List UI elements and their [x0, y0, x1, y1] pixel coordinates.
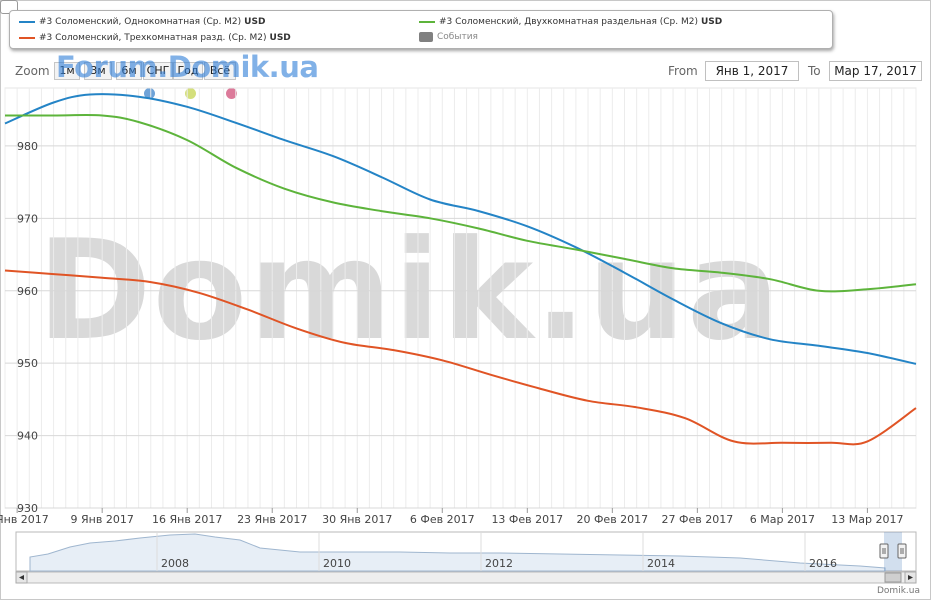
x-tick-label: 20 Фев 2017 [576, 513, 648, 526]
x-tick-label: 16 Янв 2017 [152, 513, 222, 526]
chart-grid [4, 87, 917, 509]
y-tick-label: 980 [17, 140, 38, 153]
from-date-input[interactable]: Янв 1, 2017 [705, 61, 799, 81]
scroll-right-arrow-icon [908, 575, 913, 580]
legend-label: #3 Соломенский, Однокомнатная (Ср. М2) [39, 17, 242, 27]
x-tick-label: 6 Фев 2017 [410, 513, 475, 526]
scrollbar-track[interactable] [15, 571, 917, 584]
legend-label: #3 Соломенский, Двухкомнатная раздельная… [439, 17, 698, 27]
legend-label: #3 Соломенский, Трехкомнатная разд. (Ср.… [39, 33, 267, 43]
zoom-button-6m[interactable]: 6м [116, 62, 142, 80]
from-label: From [668, 64, 698, 78]
y-tick-label: 950 [17, 357, 38, 370]
credit-text[interactable]: Domik.ua [877, 586, 920, 596]
legend-item-two-room[interactable]: #3 Соломенский, Двухкомнатная раздельная… [419, 17, 722, 27]
navigator-handle[interactable] [897, 543, 907, 559]
legend-unit: USD [269, 33, 291, 43]
x-tick-label: 9 Янв 2017 [71, 513, 134, 526]
y-axis-labels: 930 940 950 960 970 980 [17, 140, 38, 515]
legend-item-three-room[interactable]: #3 Соломенский, Трехкомнатная разд. (Ср.… [19, 33, 291, 43]
x-tick-label: 27 Фев 2017 [662, 513, 734, 526]
event-flag-blue-icon[interactable] [144, 88, 155, 99]
x-tick-label: 23 Янв 2017 [237, 513, 307, 526]
navigator-handle[interactable] [879, 543, 889, 559]
to-label: To [808, 64, 821, 78]
legend-item-events[interactable]: События [419, 32, 478, 42]
x-axis-labels: 2 Янв 2017 9 Янв 2017 16 Янв 2017 23 Янв 20… [0, 508, 904, 526]
zoom-label: Zoom [15, 64, 50, 78]
plot-area [4, 87, 917, 509]
to-date-input[interactable]: Мар 17, 2017 [829, 61, 922, 81]
y-tick-label: 960 [17, 285, 38, 298]
zoom-button-1m[interactable]: 1м [54, 62, 80, 80]
zoom-button-ytd[interactable]: СНГ [143, 62, 173, 80]
scrollbar-thumb[interactable] [884, 572, 902, 583]
legend-events-label: События [437, 32, 478, 42]
x-tick-label: 2 Янв 2017 [0, 513, 49, 526]
y-tick-label: 940 [17, 430, 38, 443]
navigator: 2008 2010 2012 2014 2016 [15, 531, 917, 584]
navigator-year-label: 2012 [485, 557, 513, 570]
legend-item-one-room[interactable]: #3 Соломенский, Однокомнатная (Ср. М2) U… [19, 17, 265, 27]
navigator-year-label: 2014 [647, 557, 675, 570]
legend-line-icon [419, 21, 435, 23]
scroll-left-arrow-icon [19, 575, 24, 580]
event-flag-yellow-icon[interactable] [185, 88, 196, 99]
navigator-area [29, 533, 886, 572]
y-tick-label: 930 [17, 502, 38, 515]
x-tick-label: 6 Мар 2017 [750, 513, 815, 526]
zoom-button-1y[interactable]: Год [173, 62, 203, 80]
chart-series [4, 93, 917, 446]
series-line-0 [4, 93, 917, 365]
legend-line-icon [19, 21, 35, 23]
event-flag-pink-icon[interactable] [226, 88, 237, 99]
x-tick-label: 30 Янв 2017 [322, 513, 392, 526]
legend-unit: USD [700, 17, 723, 27]
zoom-button-3m[interactable]: 3м [84, 62, 112, 80]
y-tick-label: 970 [17, 212, 38, 225]
zoom-button-all[interactable]: Всё [204, 62, 236, 80]
series-line-2 [4, 269, 917, 446]
forum-watermark: Forum.Domik.ua [56, 50, 319, 84]
x-tick-label: 13 Мар 2017 [831, 513, 903, 526]
series-line-1 [5, 114, 917, 293]
navigator-selection [884, 532, 902, 571]
events-box-icon [419, 32, 433, 42]
chart-legend: #3 Соломенский, Однокомнатная (Ср. М2) U… [9, 10, 833, 49]
legend-unit: USD [244, 17, 266, 27]
x-tick-label: 13 Фев 2017 [491, 513, 563, 526]
legend-line-icon [19, 37, 35, 39]
navigator-year-label: 2008 [161, 557, 189, 570]
navigator-year-label: 2016 [809, 557, 837, 570]
navigator-year-label: 2010 [323, 557, 351, 570]
